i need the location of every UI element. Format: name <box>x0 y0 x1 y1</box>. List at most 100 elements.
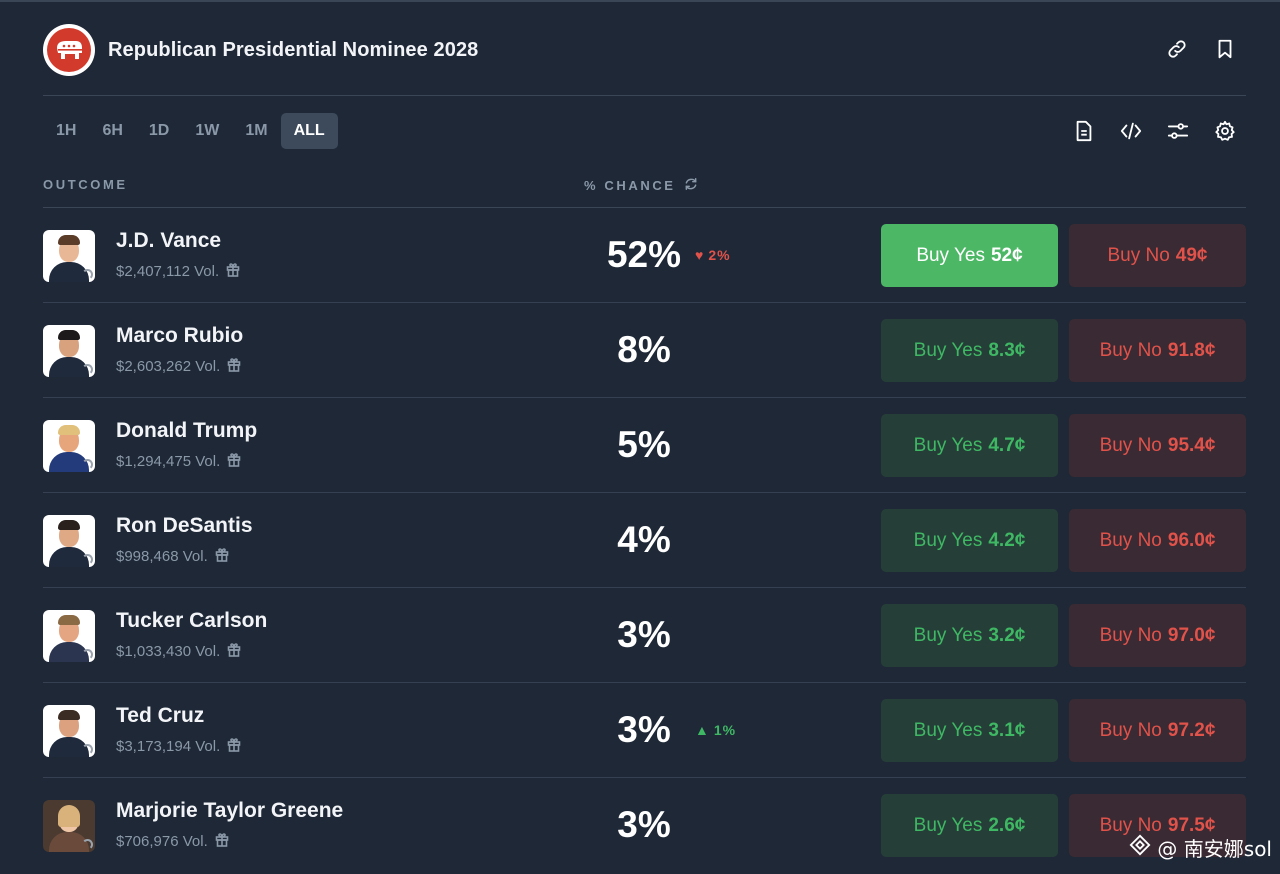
buy-yes-button[interactable]: Buy Yes 4.2¢ <box>881 509 1058 572</box>
buy-yes-button[interactable]: Buy Yes 3.2¢ <box>881 604 1058 667</box>
tab-1w[interactable]: 1W <box>195 122 220 139</box>
gift-icon[interactable] <box>227 357 241 376</box>
row-divider <box>43 397 1246 398</box>
chance-change: ▲ 1% <box>695 722 736 738</box>
outcome-volume: $998,468 Vol. <box>116 547 229 566</box>
gear-icon[interactable] <box>1214 120 1236 142</box>
buy-no-button[interactable]: Buy No 49¢ <box>1069 224 1246 287</box>
outcome-row[interactable]: Ron DeSantis $998,468 Vol. 4% Buy Yes 4.2… <box>43 493 1246 588</box>
outcome-row[interactable]: Ted Cruz $3,173,194 Vol. 3% ▲ 1% Buy Yes 3… <box>43 683 1246 778</box>
buy-no-price: 91.8¢ <box>1167 339 1216 361</box>
outcome-chance: 3% <box>617 614 671 655</box>
gift-icon[interactable] <box>215 832 229 851</box>
table-header-divider <box>43 207 1246 208</box>
chance-change-value: 2% <box>708 247 731 263</box>
republican-elephant-logo <box>43 24 95 76</box>
volume-text: $3,173,194 Vol. <box>116 738 221 755</box>
outcome-name[interactable]: Ted Cruz <box>116 704 205 727</box>
buy-yes-label: Buy Yes <box>913 434 983 456</box>
gift-icon[interactable] <box>215 547 229 566</box>
outcome-name[interactable]: Donald Trump <box>116 419 258 442</box>
buy-yes-button[interactable]: Buy Yes 2.6¢ <box>881 794 1058 857</box>
outcome-row[interactable]: Donald Trump $1,294,475 Vol. 5% Buy Yes 4… <box>43 398 1246 493</box>
buy-no-button[interactable]: Buy No 91.8¢ <box>1069 319 1246 382</box>
outcome-chance: 4% <box>617 519 671 560</box>
outcome-row[interactable]: J.D. Vance $2,407,112 Vol. 52% ♥ 2% Buy Y… <box>43 208 1246 303</box>
row-divider <box>43 492 1246 493</box>
avatar <box>43 515 95 567</box>
buy-yes-price: 4.7¢ <box>988 434 1026 456</box>
buy-no-label: Buy No <box>1099 719 1162 741</box>
link-icon[interactable] <box>1166 38 1188 60</box>
volume-text: $1,033,430 Vol. <box>116 643 221 660</box>
outcome-volume: $3,173,194 Vol. <box>116 737 241 756</box>
toolbar <box>1073 120 1236 142</box>
row-divider <box>43 777 1246 778</box>
buy-yes-button[interactable]: Buy Yes 3.1¢ <box>881 699 1058 762</box>
avatar <box>43 610 95 662</box>
top-border <box>0 0 1280 2</box>
tab-1h[interactable]: 1H <box>56 122 77 139</box>
volume-text: $1,294,475 Vol. <box>116 453 221 470</box>
outcome-name[interactable]: Marco Rubio <box>116 324 244 347</box>
outcome-volume: $1,294,475 Vol. <box>116 452 241 471</box>
outcome-row[interactable]: Tucker Carlson $1,033,430 Vol. 3% Buy Ye… <box>43 588 1246 683</box>
volume-text: $706,976 Vol. <box>116 833 208 850</box>
buy-yes-button[interactable]: Buy Yes 8.3¢ <box>881 319 1058 382</box>
buy-no-button[interactable]: Buy No 97.0¢ <box>1069 604 1246 667</box>
bookmark-icon[interactable] <box>1214 38 1236 60</box>
buy-yes-button[interactable]: Buy Yes 4.7¢ <box>881 414 1058 477</box>
buy-yes-price: 4.2¢ <box>988 529 1026 551</box>
document-icon[interactable] <box>1073 120 1095 142</box>
watermark: @ 南安娜sol <box>1129 833 1272 862</box>
outcome-name[interactable]: Ron DeSantis <box>116 514 253 537</box>
outcome-volume: $2,603,262 Vol. <box>116 357 241 376</box>
tab-all[interactable]: ALL <box>280 113 338 149</box>
gift-icon[interactable] <box>227 642 241 661</box>
row-divider <box>43 302 1246 303</box>
triangle-up-icon: ▲ <box>695 722 710 738</box>
buy-no-label: Buy No <box>1107 244 1170 266</box>
buy-no-button[interactable]: Buy No 97.2¢ <box>1069 699 1246 762</box>
heart-down-icon: ♥ <box>695 247 705 263</box>
buy-no-button[interactable]: Buy No 97.5¢ <box>1069 794 1246 857</box>
buy-yes-price: 8.3¢ <box>988 339 1026 361</box>
row-divider <box>43 682 1246 683</box>
market-header: Republican Presidential Nominee 2028 <box>43 22 1246 78</box>
buy-yes-label: Buy Yes <box>913 529 983 551</box>
buy-no-price: 95.4¢ <box>1167 434 1216 456</box>
gift-icon[interactable] <box>226 262 240 281</box>
time-range-tabs: 1H 6H 1D 1W 1M ALL <box>43 113 338 149</box>
outcome-name[interactable]: Tucker Carlson <box>116 609 268 632</box>
refresh-icon[interactable] <box>684 177 698 194</box>
buy-no-button[interactable]: Buy No 95.4¢ <box>1069 414 1246 477</box>
chance-change: ♥ 2% <box>695 247 731 263</box>
gift-icon[interactable] <box>227 452 241 471</box>
buy-yes-button[interactable]: Buy Yes 52¢ <box>881 224 1058 287</box>
gift-icon[interactable] <box>227 737 241 756</box>
buy-no-price: 97.5¢ <box>1167 814 1216 836</box>
tab-1m[interactable]: 1M <box>245 122 268 139</box>
outcome-name[interactable]: Marjorie Taylor Greene <box>116 799 344 822</box>
outcome-volume: $706,976 Vol. <box>116 832 229 851</box>
tab-6h[interactable]: 6H <box>102 122 123 139</box>
buy-no-price: 96.0¢ <box>1167 529 1216 551</box>
outcome-name[interactable]: J.D. Vance <box>116 229 222 252</box>
buy-no-label: Buy No <box>1099 624 1162 646</box>
tab-1d[interactable]: 1D <box>148 122 170 139</box>
buy-yes-label: Buy Yes <box>916 244 985 266</box>
outcome-row[interactable]: Marco Rubio $2,603,262 Vol. 8% Buy Yes 8.… <box>43 303 1246 398</box>
outcome-row[interactable]: Marjorie Taylor Greene $706,976 Vol. 3% … <box>43 778 1246 873</box>
buy-yes-label: Buy Yes <box>913 339 983 361</box>
outcome-chance: 8% <box>617 329 671 370</box>
header-divider <box>43 95 1246 96</box>
volume-text: $2,407,112 Vol. <box>116 263 220 280</box>
diamond-icon <box>1129 834 1151 861</box>
buy-no-label: Buy No <box>1099 814 1162 836</box>
code-icon[interactable] <box>1120 120 1142 142</box>
buy-no-button[interactable]: Buy No 96.0¢ <box>1069 509 1246 572</box>
avatar <box>43 800 95 852</box>
outcome-chance: 3% <box>617 709 671 750</box>
sliders-icon[interactable] <box>1167 120 1189 142</box>
buy-yes-price: 3.2¢ <box>988 624 1026 646</box>
